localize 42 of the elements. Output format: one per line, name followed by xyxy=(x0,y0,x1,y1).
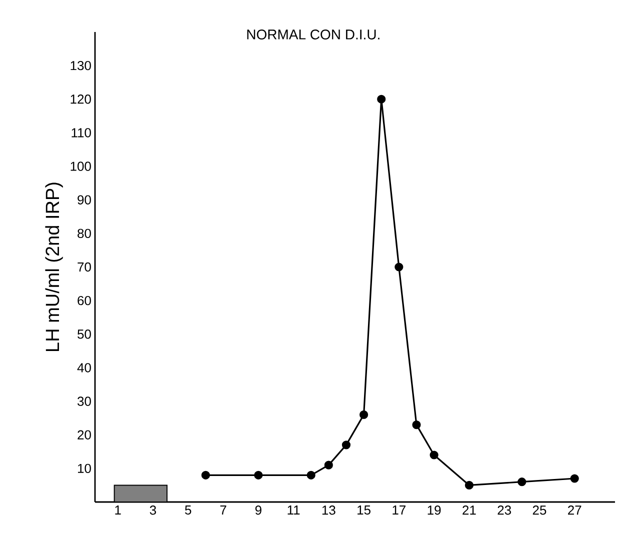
point xyxy=(412,420,421,430)
y-tick-label: 90 xyxy=(78,195,91,204)
y-tick-label: 110 xyxy=(72,128,91,138)
x-tick-label: 5 xyxy=(185,506,192,515)
y-tick-label: 50 xyxy=(78,330,91,339)
y-tick-label: 70 xyxy=(78,262,91,272)
x-tick-label: 17 xyxy=(392,506,406,514)
y-axis-title: LH mU/ml (2nd IRP) xyxy=(45,182,63,351)
point xyxy=(254,470,263,480)
y-tick-label: 60 xyxy=(78,296,91,306)
point xyxy=(201,470,210,480)
x-tick-label: 13 xyxy=(322,506,336,515)
point xyxy=(342,440,351,450)
y-tick-label: 120 xyxy=(70,94,91,104)
y-tick-label: 30 xyxy=(78,396,91,406)
point xyxy=(518,478,526,486)
x-tick-label: 15 xyxy=(358,506,370,515)
x-tick-label: 9 xyxy=(255,506,262,515)
point xyxy=(377,94,386,104)
y-tick-label: 100 xyxy=(70,162,91,171)
x-tick-label: 23 xyxy=(498,506,511,515)
y-tick-label: 20 xyxy=(78,430,91,440)
y-tick-label: 40 xyxy=(77,363,91,372)
x-tick-label: 21 xyxy=(462,506,476,515)
y-tick-label: 10 xyxy=(78,464,91,474)
y-tick-label: 80 xyxy=(78,228,91,238)
point xyxy=(306,470,316,480)
x-tick-label: 11 xyxy=(288,506,300,514)
x-tick-label: 3 xyxy=(150,506,156,515)
y-tick-label: 130 xyxy=(70,60,91,70)
chart-title: NORMAL CON D.I.U. xyxy=(247,30,380,40)
x-tick-label: 7 xyxy=(220,506,226,514)
x-tick-label: 25 xyxy=(532,506,546,515)
point xyxy=(394,262,404,272)
x-tick-label: 1 xyxy=(115,506,121,514)
point xyxy=(430,450,438,460)
x-tick-label: 19 xyxy=(428,506,441,515)
point xyxy=(464,480,474,490)
point xyxy=(359,410,368,420)
point xyxy=(570,474,579,483)
x-tick-label: 27 xyxy=(568,506,582,515)
point xyxy=(324,460,333,470)
